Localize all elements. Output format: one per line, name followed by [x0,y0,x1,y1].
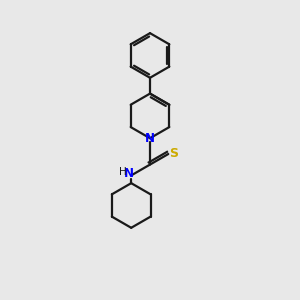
Text: N: N [145,132,155,145]
Text: H: H [119,167,127,177]
Text: N: N [124,167,134,180]
Text: S: S [169,147,178,160]
